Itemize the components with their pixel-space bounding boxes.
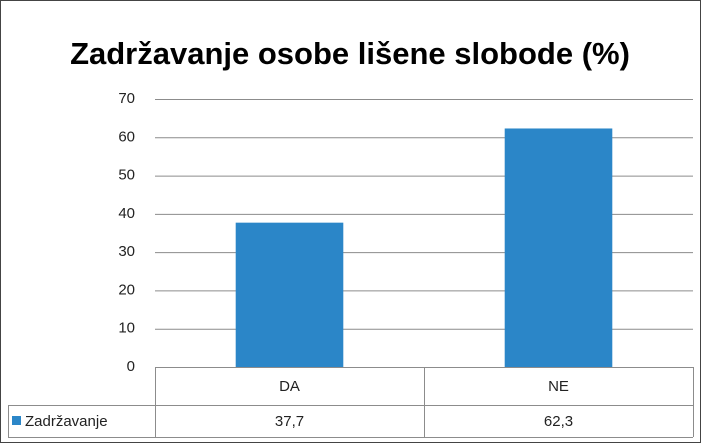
- y-tick-label: 0: [127, 358, 135, 375]
- y-tick-label: 20: [118, 281, 135, 298]
- bar: [235, 222, 344, 367]
- y-tick-label: 60: [118, 128, 135, 145]
- value-label: 37,7: [275, 413, 304, 430]
- y-tick-label: 10: [118, 320, 135, 337]
- bar: [504, 128, 613, 367]
- legend-key: [12, 416, 21, 425]
- x-tick-label: NE: [548, 378, 569, 395]
- x-tick-label: DA: [279, 378, 300, 395]
- chart-title: Zadržavanje osobe lišene slobode (%): [70, 36, 630, 71]
- y-tick-label: 40: [118, 205, 135, 222]
- y-tick-label: 70: [118, 90, 135, 107]
- legend-label: Zadržavanje: [25, 413, 108, 430]
- y-tick-label: 30: [118, 243, 135, 260]
- y-tick-label: 50: [118, 167, 135, 184]
- value-label: 62,3: [544, 413, 573, 430]
